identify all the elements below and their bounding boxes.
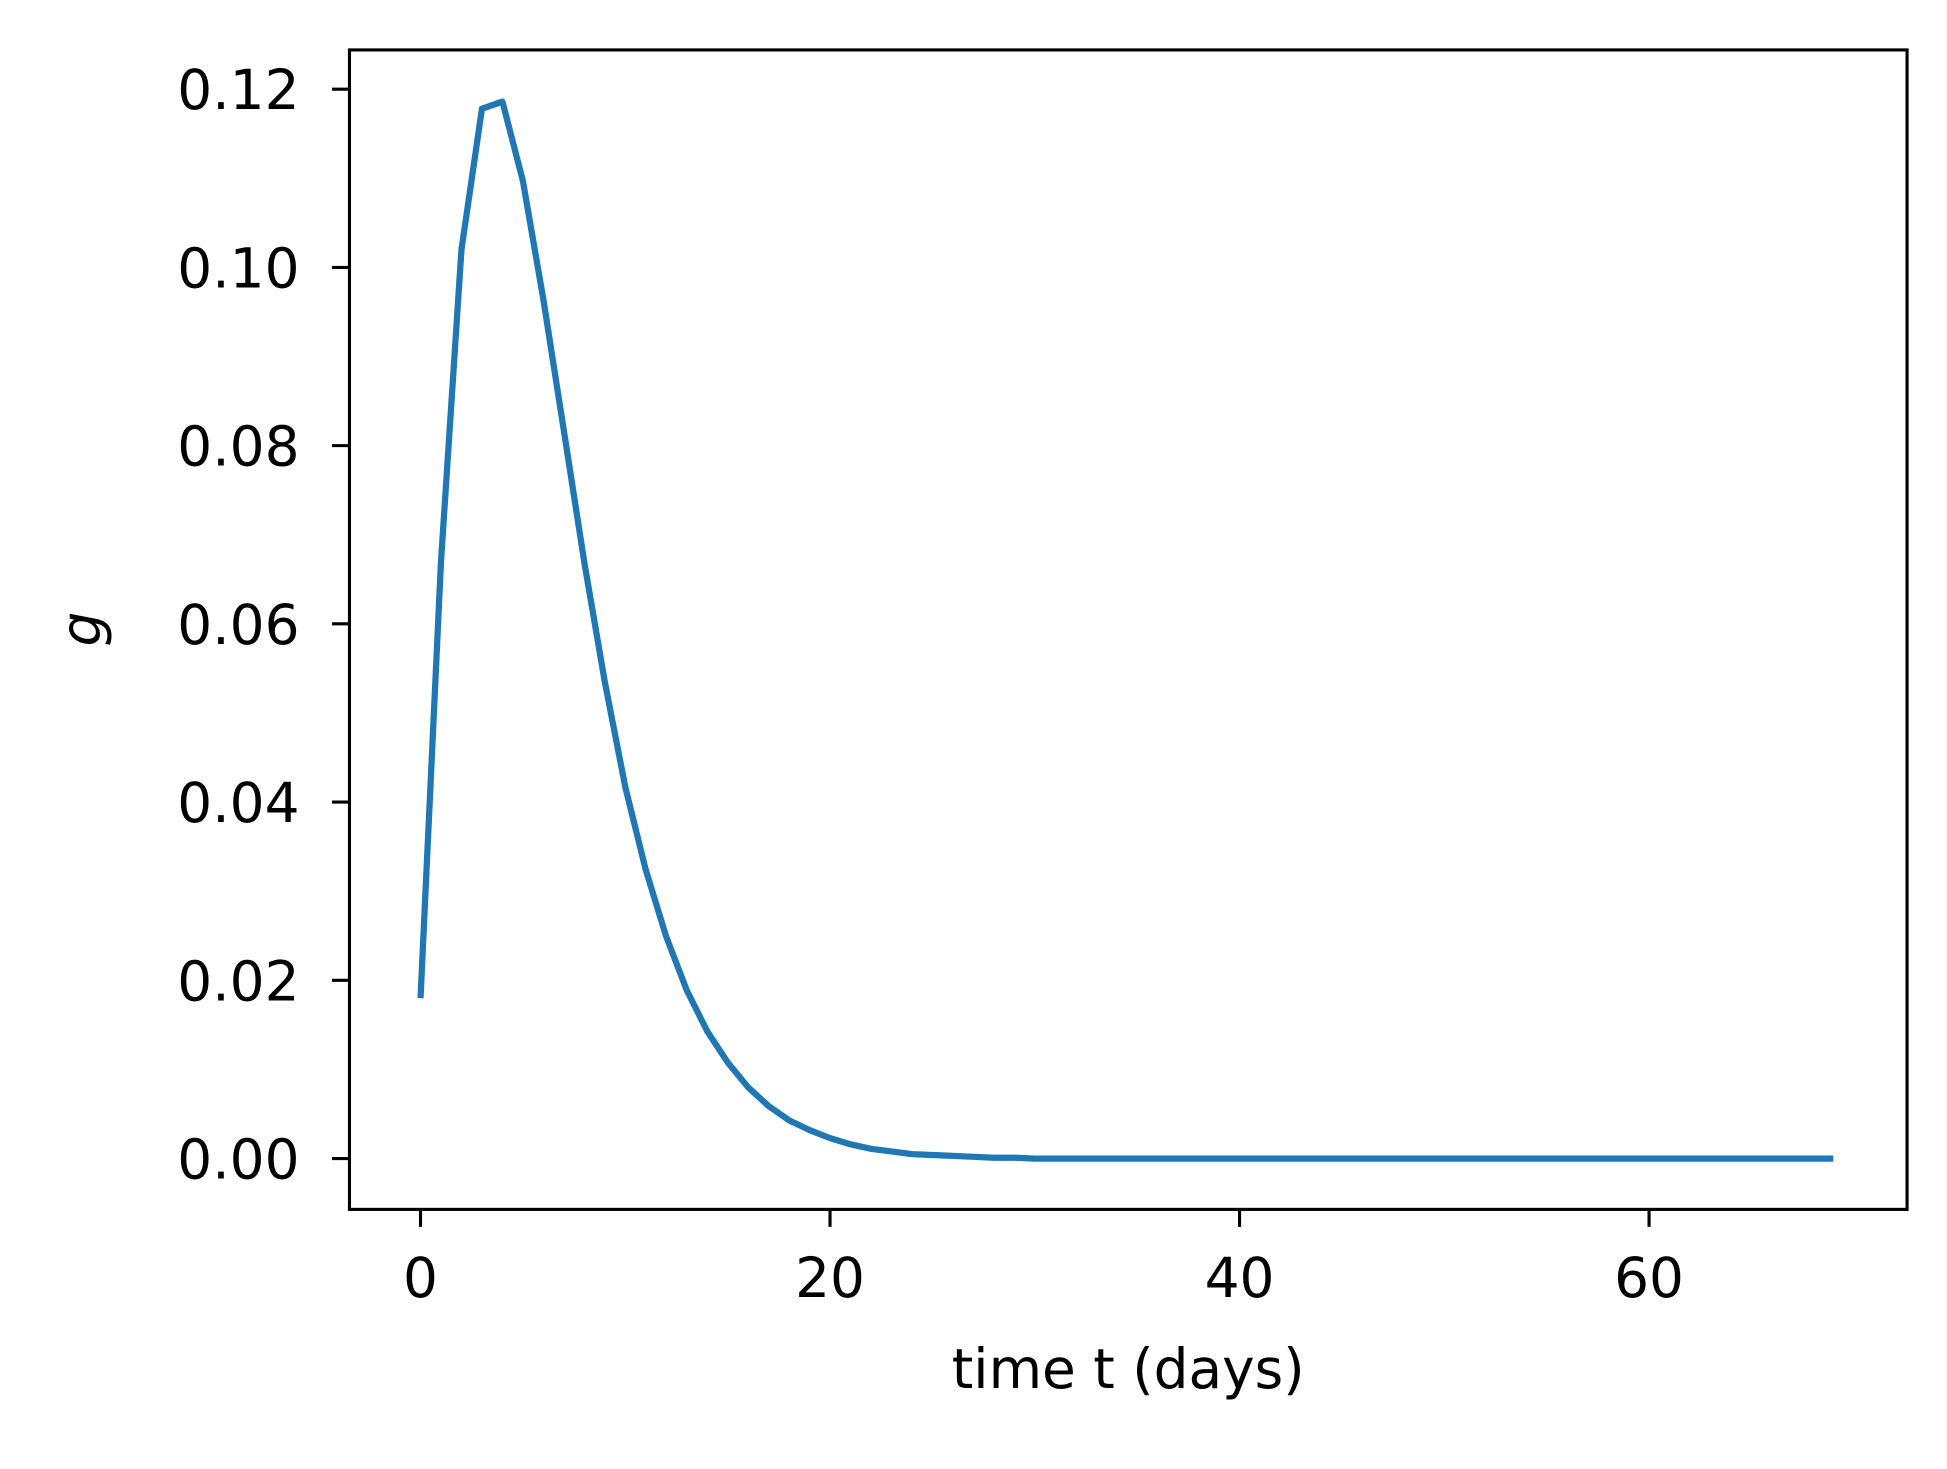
y-tick-label: 0.06 — [177, 593, 299, 657]
x-tick-label: 0 — [403, 1246, 438, 1310]
y-tick-label: 0.10 — [177, 236, 299, 300]
y-tick-label: 0.08 — [177, 415, 299, 479]
y-axis-label: g — [49, 612, 113, 647]
line — [417, 98, 1834, 1162]
plot-frame — [347, 48, 1909, 1211]
y-tick-label: 0.12 — [177, 58, 299, 122]
x-tick-label: 40 — [1205, 1246, 1275, 1310]
y-tick-label: 0.04 — [177, 771, 299, 835]
x-axis-label: time t (days) — [952, 1337, 1305, 1401]
x-tick-label: 20 — [795, 1246, 865, 1310]
x-tick-label: 60 — [1614, 1246, 1684, 1310]
y-tick-label: 0.02 — [177, 949, 299, 1013]
y-tick-label: 0.00 — [177, 1128, 299, 1192]
